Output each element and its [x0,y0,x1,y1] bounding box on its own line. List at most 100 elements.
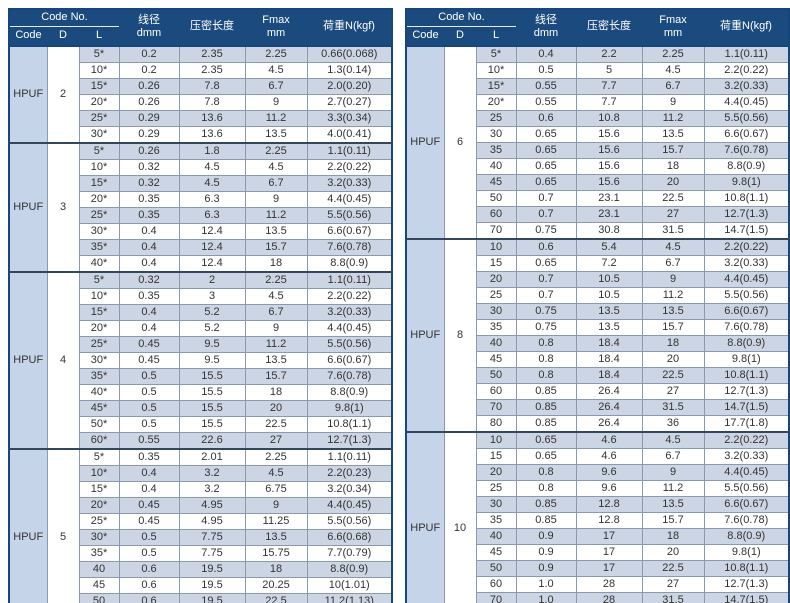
cell-wire-diameter: 0.5 [118,415,180,433]
cell-l: 35 [475,318,517,336]
table-row: 35 0.75 13.5 15.7 7.6(0.78) [406,318,790,336]
cell-wire-diameter: 0.6 [118,560,180,578]
cell-l: 5* [475,45,517,63]
cell-d: 6 [443,45,477,239]
cell-wire-diameter: 0.45 [118,351,180,369]
cell-load: 2.7(0.27) [306,93,393,111]
cell-load: 12.7(1.3) [306,431,393,449]
cell-compressed-length: 2.01 [178,447,246,466]
cell-fmax: 2.25 [244,45,308,63]
cell-compressed-length: 2.35 [178,45,246,63]
cell-compressed-length: 3 [178,287,246,305]
cell-l: 45 [475,543,517,561]
cell-load: 6.6(0.67) [306,351,393,369]
cell-fmax: 22.5 [244,592,308,603]
cell-fmax: 4.5 [641,61,705,79]
table-row: 25 0.6 10.8 11.2 5.5(0.56) [406,109,790,127]
cell-l: 10* [78,61,120,79]
cell-load: 3.2(0.33) [703,254,790,272]
cell-l: 25* [78,206,120,224]
cell-wire-diameter: 0.2 [118,45,180,63]
cell-compressed-length: 7.2 [575,254,643,272]
cell-compressed-length: 7.8 [178,93,246,111]
cell-l: 45 [475,350,517,368]
cell-compressed-length: 10.8 [575,109,643,127]
cell-load: 4.4(0.45) [306,496,393,514]
cell-compressed-length: 4.95 [178,512,246,530]
header-wire-diameter: 线径 dmm [516,9,576,46]
cell-code: HPUF [405,237,445,432]
cell-compressed-length: 26.4 [575,414,643,432]
cell-wire-diameter: 0.45 [118,496,180,514]
cell-l: 50 [475,189,517,207]
cell-fmax: 13.5 [244,222,308,240]
cell-l: 60* [78,431,120,449]
cell-wire-diameter: 0.85 [515,398,577,416]
cell-compressed-length: 12.4 [178,254,246,272]
header-wire-diameter: 线径 dmm [119,9,179,46]
cell-load: 4.4(0.45) [306,190,393,208]
cell-l: 20* [78,190,120,208]
cell-compressed-length: 2.2 [575,45,643,63]
cell-fmax: 18 [641,157,705,175]
cell-wire-diameter: 0.29 [118,109,180,127]
cell-fmax: 27 [641,205,705,223]
table-row: 40 0.6 19.5 18 8.8(0.9) [9,560,393,578]
header-fmax-label: Fmax [659,13,687,26]
cell-compressed-length: 9.6 [575,479,643,497]
cell-load: 6.6(0.68) [306,528,393,546]
cell-l: 45 [78,576,120,594]
cell-wire-diameter: 0.7 [515,286,577,304]
cell-wire-diameter: 0.85 [515,495,577,513]
cell-l: 15* [78,480,120,498]
cell-compressed-length: 22.6 [178,431,246,449]
table-row: 30 0.65 15.6 13.5 6.6(0.67) [406,125,790,143]
cell-wire-diameter: 0.26 [118,77,180,95]
cell-compressed-length: 30.8 [575,221,643,239]
cell-fmax: 13.5 [641,495,705,513]
cell-fmax: 13.5 [244,125,308,143]
cell-compressed-length: 12.8 [575,511,643,529]
cell-fmax: 20 [641,173,705,191]
table-row: 40* 0.4 12.4 18 8.8(0.9) [9,254,393,272]
table-row: 45 0.8 18.4 20 9.8(1) [406,350,790,368]
cell-compressed-length: 4.5 [178,174,246,192]
cell-wire-diameter: 1.0 [515,575,577,593]
header-wire-diameter-cn: 线径 [535,13,557,26]
cell-fmax: 4.5 [641,237,705,256]
cell-compressed-length: 7.8 [178,77,246,95]
cell-wire-diameter: 0.65 [515,430,577,449]
spec-tables-container: Code No. 线径 dmm 压密长度 Fmax mm 荷重N(kgf) Code D L HPU… [8,8,790,603]
cell-compressed-length: 15.5 [178,367,246,385]
table-row: 30 0.75 13.5 13.5 6.6(0.67) [406,302,790,320]
cell-l: 10* [78,158,120,176]
cell-compressed-length: 4.5 [178,158,246,176]
table-row: 25 0.8 9.6 11.2 5.5(0.56) [406,479,790,497]
cell-compressed-length: 12.4 [178,222,246,240]
cell-wire-diameter: 0.7 [515,189,577,207]
cell-wire-diameter: 0.9 [515,543,577,561]
cell-fmax: 11.2 [244,206,308,224]
table-row: 60 0.7 23.1 27 12.7(1.3) [406,205,790,223]
cell-wire-diameter: 0.32 [118,158,180,176]
cell-wire-diameter: 0.65 [515,125,577,143]
cell-wire-diameter: 0.29 [118,125,180,143]
cell-wire-diameter: 0.55 [515,93,577,111]
header-fmax-unit: mm [663,27,683,40]
cell-fmax: 20 [641,350,705,368]
cell-fmax: 2.25 [244,141,308,160]
cell-fmax: 4.5 [244,61,308,79]
cell-load: 17.7(1.8) [703,414,790,432]
cell-load: 5.5(0.56) [306,512,393,530]
cell-load: 8.8(0.9) [703,527,790,545]
header-code-no: Code No. [9,9,119,27]
header-load: 荷重N(kgf) [307,9,392,46]
header-load: 荷重N(kgf) [704,9,789,46]
cell-compressed-length: 12.4 [178,238,246,256]
cell-fmax: 15.75 [244,544,308,562]
cell-compressed-length: 5.2 [178,319,246,337]
cell-wire-diameter: 0.26 [118,141,180,160]
cell-compressed-length: 13.6 [178,109,246,127]
cell-load: 5.5(0.56) [306,206,393,224]
cell-l: 15 [475,447,517,465]
